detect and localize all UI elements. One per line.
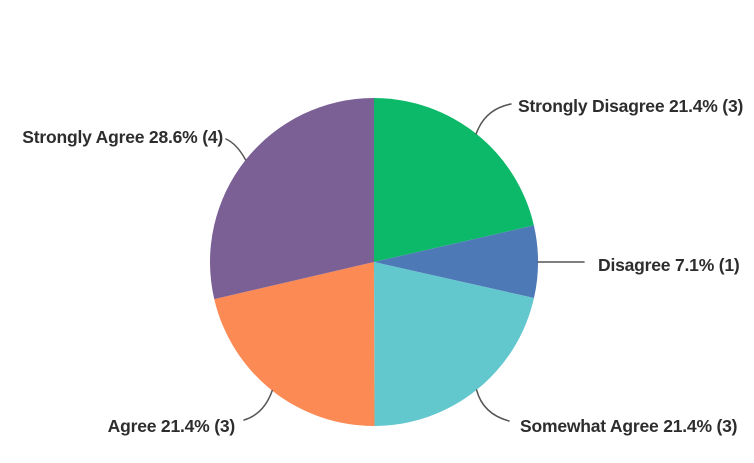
pie-slice-agree[interactable] [214, 262, 375, 427]
callout-label-strongly-agree: Strongly Agree 28.6% (4) [22, 127, 223, 147]
callout-label-strongly-disagree: Strongly Disagree 21.4% (3) [518, 96, 744, 116]
pie-slice-somewhat-agree[interactable] [374, 262, 534, 426]
callout-label-somewhat-agree: Somewhat Agree 21.4% (3) [520, 416, 738, 436]
pie-slice-strongly-agree[interactable] [209, 97, 374, 300]
callout-line-strongly-agree [225, 138, 247, 161]
callout-line-strongly-disagree [475, 103, 512, 135]
pie-slice-strongly-disagree[interactable] [374, 98, 534, 262]
callout-label-disagree: Disagree 7.1% (1) [598, 255, 740, 275]
callout-line-somewhat-agree [475, 389, 510, 422]
callout-line-agree [243, 389, 273, 421]
pie-slice-disagree[interactable] [374, 225, 539, 299]
callout-label-agree: Agree 21.4% (3) [107, 416, 236, 436]
